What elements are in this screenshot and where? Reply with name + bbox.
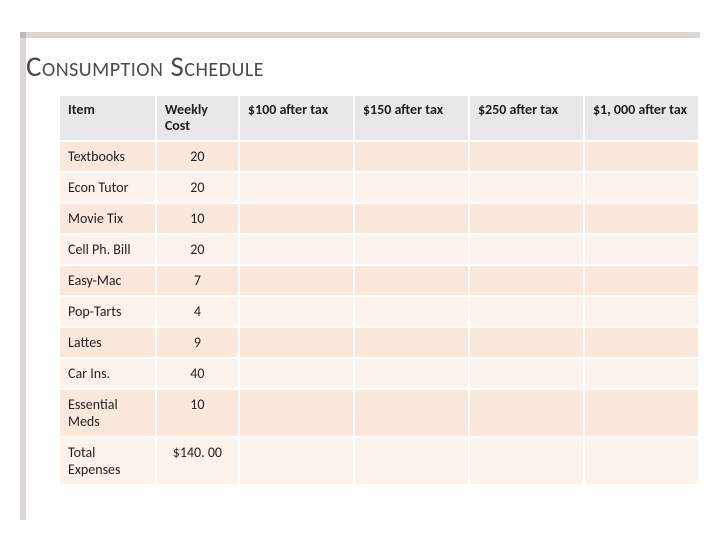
- cell-1000: [584, 141, 699, 172]
- col-100: $100 after tax: [239, 96, 354, 141]
- cell-item: Lattes: [60, 327, 156, 358]
- cell-250: [469, 203, 584, 234]
- col-item: Item: [60, 96, 156, 141]
- cell-150: [354, 389, 469, 437]
- table-row: Easy-Mac 7: [60, 265, 699, 296]
- cell-100: [239, 358, 354, 389]
- cell-100: [239, 141, 354, 172]
- cell-item: Movie Tix: [60, 203, 156, 234]
- cell-150: [354, 234, 469, 265]
- cell-100: [239, 389, 354, 437]
- cell-1000: [584, 327, 699, 358]
- col-150: $150 after tax: [354, 96, 469, 141]
- cell-100: [239, 296, 354, 327]
- cell-cost: 10: [156, 203, 239, 234]
- cell-cost: 20: [156, 141, 239, 172]
- frame-top-bar: [20, 32, 700, 38]
- cell-1000: [584, 437, 699, 485]
- cell-cost: 4: [156, 296, 239, 327]
- col-250: $250 after tax: [469, 96, 584, 141]
- col-cost: Weekly Cost: [156, 96, 239, 141]
- col-1000: $1, 000 after tax: [584, 96, 699, 141]
- cell-100: [239, 437, 354, 485]
- cell-150: [354, 296, 469, 327]
- cell-100: [239, 265, 354, 296]
- cell-150: [354, 141, 469, 172]
- cell-item: Easy-Mac: [60, 265, 156, 296]
- cell-item: Econ Tutor: [60, 172, 156, 203]
- consumption-table-wrap: Item Weekly Cost $100 after tax $150 aft…: [60, 96, 700, 486]
- cell-item: Textbooks: [60, 141, 156, 172]
- table-row: Lattes 9: [60, 327, 699, 358]
- cell-1000: [584, 389, 699, 437]
- cell-item: Total Expenses: [60, 437, 156, 485]
- table-row: Econ Tutor 20: [60, 172, 699, 203]
- cell-item: Essential Meds: [60, 389, 156, 437]
- table-row: Total Expenses $140. 00: [60, 437, 699, 485]
- cell-item: Cell Ph. Bill: [60, 234, 156, 265]
- frame-left-bar: [20, 32, 26, 520]
- cell-150: [354, 327, 469, 358]
- cell-150: [354, 437, 469, 485]
- cell-cost: 20: [156, 234, 239, 265]
- table-body: Textbooks 20 Econ Tutor 20 Movie Tix 10: [60, 141, 699, 485]
- table-row: Essential Meds 10: [60, 389, 699, 437]
- cell-item: Pop-Tarts: [60, 296, 156, 327]
- cell-cost: 20: [156, 172, 239, 203]
- page-title: Consumption Schedule: [26, 48, 264, 84]
- cell-100: [239, 203, 354, 234]
- table-row: Textbooks 20: [60, 141, 699, 172]
- cell-100: [239, 327, 354, 358]
- cell-250: [469, 327, 584, 358]
- cell-250: [469, 437, 584, 485]
- cell-150: [354, 203, 469, 234]
- cell-150: [354, 265, 469, 296]
- cell-1000: [584, 172, 699, 203]
- cell-150: [354, 358, 469, 389]
- cell-100: [239, 234, 354, 265]
- cell-1000: [584, 265, 699, 296]
- cell-150: [354, 172, 469, 203]
- cell-250: [469, 296, 584, 327]
- cell-250: [469, 265, 584, 296]
- cell-250: [469, 389, 584, 437]
- cell-cost: 7: [156, 265, 239, 296]
- table-row: Car Ins. 40: [60, 358, 699, 389]
- cell-100: [239, 172, 354, 203]
- cell-cost: 10: [156, 389, 239, 437]
- table-header-row: Item Weekly Cost $100 after tax $150 aft…: [60, 96, 699, 141]
- cell-250: [469, 172, 584, 203]
- cell-1000: [584, 203, 699, 234]
- cell-1000: [584, 234, 699, 265]
- table-row: Pop-Tarts 4: [60, 296, 699, 327]
- consumption-table: Item Weekly Cost $100 after tax $150 aft…: [60, 96, 700, 486]
- cell-250: [469, 141, 584, 172]
- cell-cost: 40: [156, 358, 239, 389]
- table-row: Cell Ph. Bill 20: [60, 234, 699, 265]
- cell-1000: [584, 296, 699, 327]
- cell-250: [469, 358, 584, 389]
- cell-cost: 9: [156, 327, 239, 358]
- cell-250: [469, 234, 584, 265]
- cell-1000: [584, 358, 699, 389]
- table-row: Movie Tix 10: [60, 203, 699, 234]
- cell-cost: $140. 00: [156, 437, 239, 485]
- cell-item: Car Ins.: [60, 358, 156, 389]
